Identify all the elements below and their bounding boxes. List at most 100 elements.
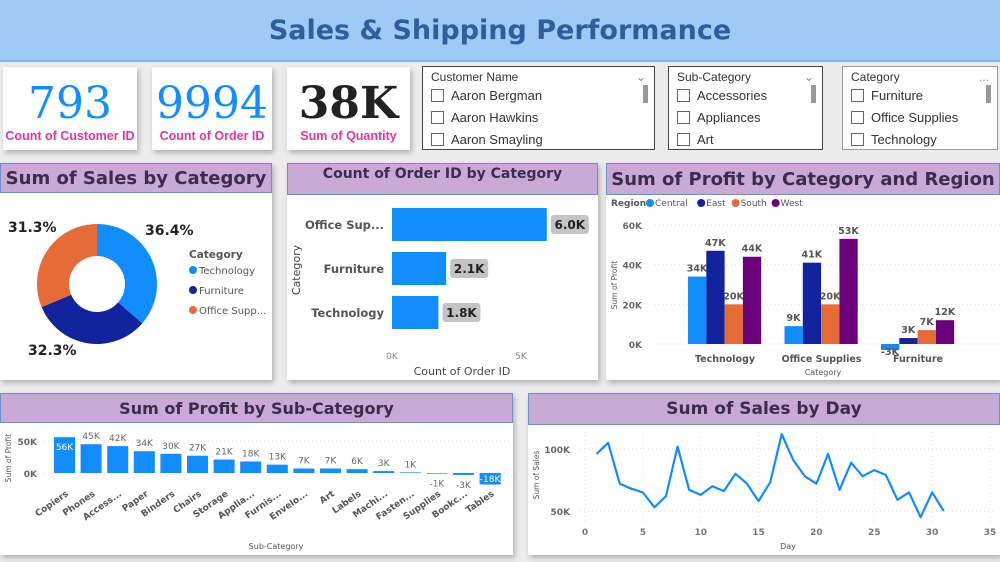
legend-label: Technology bbox=[198, 266, 255, 277]
data-label: 9K bbox=[787, 313, 802, 324]
y-axis-title: Sum of Sales bbox=[532, 451, 541, 500]
data-label: -18K bbox=[480, 475, 502, 485]
bar bbox=[392, 296, 439, 329]
x-tick-label: 0K bbox=[386, 352, 399, 362]
data-label: 18K bbox=[242, 449, 260, 459]
bar bbox=[320, 468, 341, 473]
checkbox[interactable] bbox=[851, 132, 864, 146]
slicer-title: Sub-Category bbox=[677, 70, 752, 84]
checkbox[interactable] bbox=[851, 88, 864, 102]
scrollbar[interactable] bbox=[811, 85, 816, 103]
y-axis-title: Sum of Profit bbox=[4, 434, 13, 482]
page-title: Sales & Shipping Performance bbox=[268, 14, 732, 46]
bar bbox=[839, 238, 858, 344]
checkbox[interactable] bbox=[431, 110, 444, 124]
bar bbox=[240, 461, 262, 473]
chevron-down-icon[interactable]: ⌄ bbox=[635, 70, 646, 84]
slicer-item-label: Aaron Bergman bbox=[451, 87, 543, 103]
x-tick-label: 30 bbox=[926, 528, 939, 538]
bar bbox=[373, 471, 395, 473]
x-tick-label: 10 bbox=[694, 528, 707, 538]
data-label: 20K bbox=[723, 291, 744, 302]
data-label: 45K bbox=[82, 432, 100, 442]
data-label: 3K bbox=[378, 459, 391, 469]
kpi-card-quantity[interactable]: 38K Sum of Quantity bbox=[287, 67, 410, 150]
profit-region-bar-chart: Region Central East South West 0K 20K 40K 60K 34K… bbox=[610, 199, 1000, 377]
data-label: 3K bbox=[901, 325, 916, 336]
bar bbox=[935, 320, 955, 344]
kpi-label: Count of Order ID bbox=[159, 129, 265, 143]
checkbox[interactable] bbox=[677, 110, 690, 124]
bar bbox=[346, 469, 368, 473]
checkbox[interactable] bbox=[677, 88, 690, 102]
donut-chart: 36.4% Technology 32.3% Furniture 31.3% Office… bbox=[8, 220, 266, 359]
slicer-title: Customer Name bbox=[431, 70, 519, 84]
chart-title: Sum of Sales by Day bbox=[528, 393, 1000, 425]
x-tick-label: 5K bbox=[515, 352, 528, 362]
data-label: 6K bbox=[351, 457, 364, 467]
bar bbox=[688, 276, 707, 344]
category-label: Office Sup... bbox=[305, 218, 384, 232]
legend-marker bbox=[697, 199, 706, 207]
y-tick-label: 60K bbox=[623, 222, 644, 232]
chart-title: Sum of Sales by Category bbox=[0, 163, 272, 193]
y-tick-label: 50K bbox=[551, 508, 572, 518]
bar bbox=[724, 304, 743, 344]
legend-marker bbox=[189, 306, 197, 314]
slicer-item-label: Technology bbox=[871, 131, 937, 147]
slicer-item[interactable]: Aaron Bergman bbox=[431, 84, 646, 106]
y-tick-label: 50K bbox=[18, 438, 39, 448]
slicer-item-label: Aaron Hawkins bbox=[451, 109, 539, 125]
x-tick-label: 35 bbox=[984, 528, 997, 538]
legend-marker bbox=[189, 266, 197, 274]
chart-title: Sum of Profit by Category and Region bbox=[606, 163, 1000, 195]
data-label: 20K bbox=[820, 291, 841, 302]
checkbox[interactable] bbox=[431, 132, 444, 146]
data-label: 2.1K bbox=[454, 262, 485, 276]
category-label: Art bbox=[318, 489, 337, 507]
donut-slice bbox=[97, 224, 157, 324]
slicer-category[interactable]: Category ... Furniture Office Supplies Tech… bbox=[842, 66, 998, 150]
legend-marker bbox=[646, 199, 654, 207]
scrollbar[interactable] bbox=[986, 85, 991, 103]
legend-marker bbox=[771, 199, 780, 207]
kpi-value: 793 bbox=[28, 78, 112, 129]
slicer-sub-category[interactable]: Sub-Category ⌄ Accessories Appliances Art bbox=[668, 66, 823, 150]
data-label-bg bbox=[550, 215, 589, 234]
bar bbox=[392, 252, 447, 285]
data-label: 27K bbox=[189, 444, 207, 454]
chart-title: Sum of Profit by Sub-Category bbox=[0, 393, 513, 423]
chevron-down-icon[interactable]: ⌄ bbox=[803, 70, 814, 84]
legend-marker bbox=[731, 199, 740, 207]
bar bbox=[399, 472, 421, 473]
more-options-icon[interactable]: ... bbox=[978, 70, 989, 84]
slicer-item[interactable]: Accessories bbox=[677, 84, 814, 106]
data-label: 36.4% bbox=[145, 223, 194, 239]
legend-label: Office Supp... bbox=[199, 306, 266, 317]
slicer-item[interactable]: Appliances bbox=[677, 106, 814, 128]
category-label: Technology bbox=[695, 354, 756, 365]
data-label-bg bbox=[450, 259, 489, 278]
bar bbox=[266, 464, 288, 473]
slicer-item[interactable]: Technology bbox=[851, 128, 989, 149]
bar bbox=[426, 473, 448, 474]
slicer-item[interactable]: Aaron Hawkins bbox=[431, 106, 646, 128]
slicer-item[interactable]: Office Supplies bbox=[851, 106, 989, 128]
kpi-label: Count of Customer ID bbox=[5, 129, 135, 143]
x-tick-label: 0 bbox=[582, 528, 588, 538]
slicer-item[interactable]: Furniture bbox=[851, 84, 989, 106]
checkbox[interactable] bbox=[677, 132, 690, 146]
kpi-card-customers[interactable]: 793 Count of Customer ID bbox=[3, 67, 137, 150]
category-label: Office Supplies bbox=[782, 354, 862, 365]
y-axis-title: Category bbox=[290, 244, 303, 295]
category-label: Furniture bbox=[324, 262, 385, 276]
slicer-customer-name[interactable]: Customer Name ⌄ Aaron Bergman Aaron Hawkin… bbox=[422, 66, 655, 150]
scrollbar[interactable] bbox=[643, 85, 648, 103]
checkbox[interactable] bbox=[431, 88, 444, 102]
slicer-item[interactable]: Art bbox=[677, 128, 814, 149]
checkbox[interactable] bbox=[851, 110, 864, 124]
y-tick-label: 100K bbox=[544, 446, 571, 456]
slicer-item[interactable]: Aaron Smayling bbox=[431, 128, 646, 149]
kpi-value: 38K bbox=[298, 78, 399, 129]
kpi-card-orders[interactable]: 9994 Count of Order ID bbox=[152, 67, 272, 150]
